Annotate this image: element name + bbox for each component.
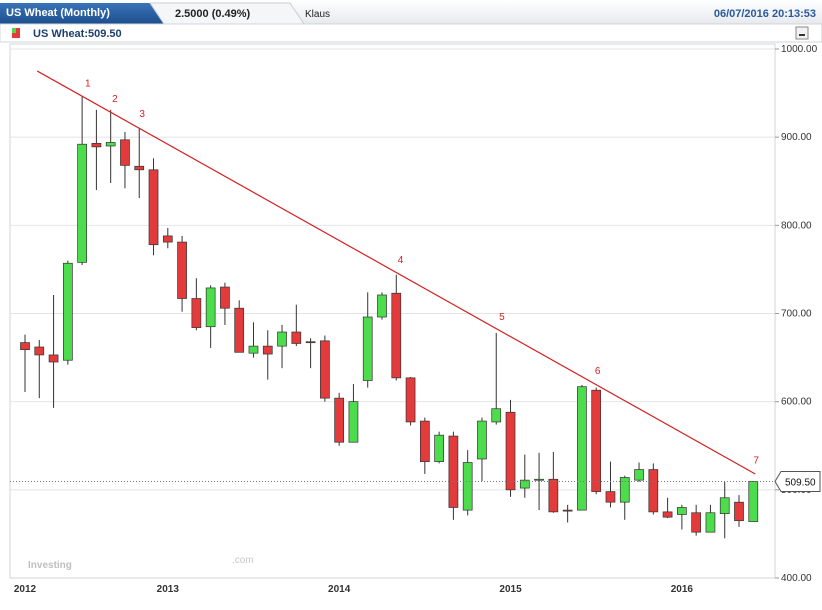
annotation: 6	[595, 366, 601, 377]
candle-body	[91, 142, 102, 148]
candle-body	[62, 262, 73, 361]
candle-body	[534, 478, 544, 481]
candle-body	[220, 286, 230, 309]
candle-body	[434, 434, 444, 462]
y-tick-label: 1000.00	[781, 44, 818, 55]
y-tick-label: 800.00	[781, 220, 812, 231]
candle-body	[705, 512, 716, 533]
last-price-label: 509.50	[785, 477, 816, 488]
title-tab	[0, 3, 164, 24]
annotation: 1	[85, 78, 91, 89]
candle-body	[391, 292, 402, 379]
candle-body	[277, 331, 287, 347]
y-tick-label: 900.00	[781, 132, 812, 143]
candle-body	[348, 401, 359, 443]
timestamp: 06/07/2016 20:13:53	[714, 8, 816, 20]
candle-body	[519, 479, 530, 489]
candle-body	[691, 512, 702, 533]
candle-body	[677, 507, 687, 515]
candle-body	[320, 340, 330, 399]
trendline	[36, 70, 756, 475]
candle-body	[34, 346, 45, 356]
candle-body	[619, 477, 630, 503]
candle-body	[491, 408, 502, 423]
watermark: Investing	[28, 560, 72, 571]
candle-body	[448, 435, 459, 508]
candle-body	[648, 469, 659, 513]
tab-title: US Wheat (Monthly)	[6, 7, 110, 19]
candle-body	[120, 139, 130, 166]
candle-body	[548, 478, 559, 513]
x-tick-label: 2016	[671, 584, 694, 595]
candle-body	[505, 411, 516, 491]
legend-icon-up	[12, 28, 16, 33]
candle-body	[462, 462, 473, 511]
candle-body	[419, 420, 430, 462]
candle-body	[591, 389, 602, 492]
candle-body	[234, 307, 245, 353]
annotation: 5	[499, 312, 505, 323]
x-tick-label: 2014	[328, 584, 351, 595]
candle-body	[734, 501, 744, 522]
candle-body	[562, 509, 573, 512]
annotation: 7	[753, 456, 759, 467]
x-tick-label: 2015	[499, 584, 522, 595]
candle-body	[662, 511, 673, 518]
candle-body	[48, 354, 59, 363]
annotation: 2	[112, 94, 118, 105]
candle-body	[577, 386, 587, 511]
annotation: 4	[398, 255, 404, 266]
candle-body	[605, 491, 616, 503]
y-tick-label: 700.00	[781, 309, 812, 320]
candle-body	[334, 397, 345, 443]
legend-label: US Wheat:509.50	[33, 28, 122, 40]
candle-body	[162, 235, 173, 243]
x-tick-label: 2013	[157, 584, 180, 595]
candle-body	[362, 316, 373, 381]
candle-body	[248, 345, 259, 354]
candle-body	[20, 342, 30, 350]
candle-body	[205, 287, 216, 328]
annotation: 3	[139, 109, 145, 120]
candle-body	[634, 469, 644, 481]
candle-body	[477, 420, 487, 460]
last-price-box	[774, 470, 821, 492]
candle-body	[405, 377, 416, 423]
candle-body	[305, 341, 316, 344]
candle-body	[148, 169, 159, 246]
y-tick-label: 600.00	[781, 397, 812, 408]
y-tick-label: 400.00	[781, 573, 812, 584]
candle-body	[262, 345, 273, 355]
candle-body	[105, 142, 116, 147]
candle-body	[134, 165, 145, 171]
x-tick-label: 2012	[14, 584, 37, 595]
candle-body	[377, 294, 387, 318]
candle-body	[77, 143, 87, 263]
legend-bar	[0, 23, 822, 43]
user-name: Klaus	[305, 9, 330, 20]
minimize-button[interactable]	[795, 26, 809, 40]
candle-body	[291, 331, 302, 344]
candle-body	[191, 298, 202, 328]
candle-body	[719, 497, 730, 514]
price-change: 2.5000 (0.49%)	[175, 8, 251, 20]
watermark-suffix: .com	[232, 555, 254, 566]
candle-body	[177, 241, 187, 299]
candle-body	[748, 481, 759, 522]
